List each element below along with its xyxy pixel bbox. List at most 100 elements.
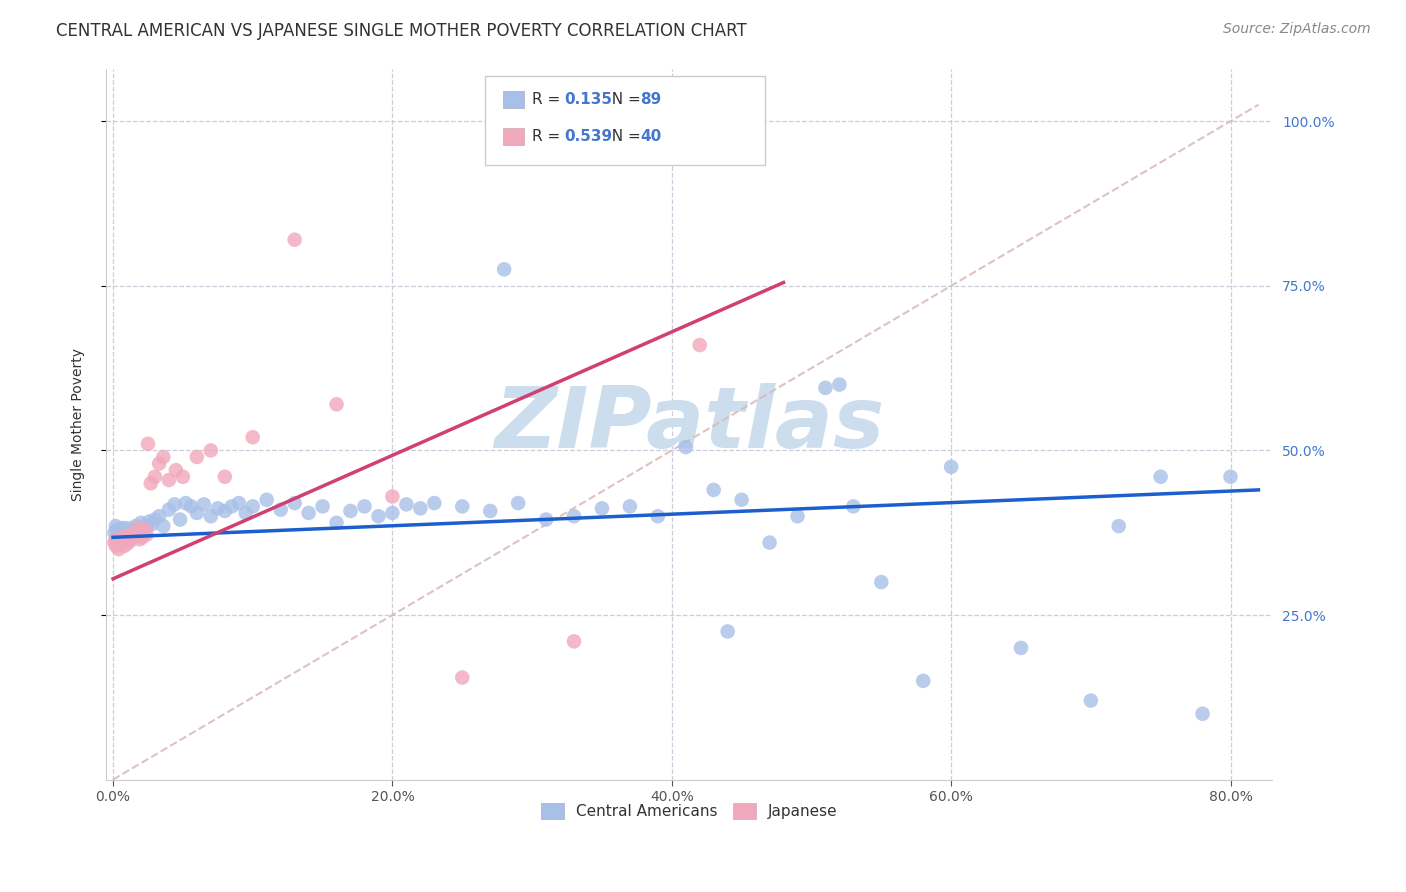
Text: N =: N =: [602, 129, 645, 145]
Point: [180, 500, 202, 514]
Point: [353, 500, 375, 514]
Point: [115, 521, 138, 535]
Point: [494, 262, 516, 277]
Point: [105, 523, 128, 537]
Point: [115, 527, 138, 541]
Point: [108, 537, 131, 551]
Text: CENTRAL AMERICAN VS JAPANESE SINGLE MOTHER POVERTY CORRELATION CHART: CENTRAL AMERICAN VS JAPANESE SINGLE MOTH…: [56, 22, 747, 40]
Point: [284, 496, 307, 510]
Text: R =: R =: [531, 92, 565, 107]
Point: [120, 530, 142, 544]
Point: [758, 535, 780, 549]
Point: [842, 500, 865, 514]
Text: 0.135: 0.135: [564, 92, 613, 107]
Point: [112, 529, 135, 543]
Point: [423, 496, 446, 510]
Text: 89: 89: [640, 92, 661, 107]
Point: [325, 397, 347, 411]
Point: [870, 575, 893, 590]
Point: [135, 527, 157, 541]
Point: [200, 509, 222, 524]
Point: [111, 530, 134, 544]
Point: [129, 527, 152, 541]
Point: [214, 469, 236, 483]
Point: [152, 519, 174, 533]
Point: [256, 492, 278, 507]
Point: [619, 500, 641, 514]
Point: [284, 233, 307, 247]
Point: [114, 533, 136, 547]
Point: [325, 516, 347, 530]
Point: [381, 506, 404, 520]
Point: [730, 492, 752, 507]
Legend: Central Americans, Japanese: Central Americans, Japanese: [534, 797, 844, 825]
Point: [125, 529, 148, 543]
Point: [103, 535, 125, 549]
Point: [122, 525, 145, 540]
Point: [107, 542, 129, 557]
Point: [104, 533, 127, 547]
Point: [112, 539, 135, 553]
Point: [104, 519, 127, 533]
Text: R =: R =: [531, 129, 565, 145]
Point: [104, 539, 127, 553]
Point: [1219, 469, 1241, 483]
Point: [409, 501, 432, 516]
Point: [143, 469, 166, 483]
Point: [110, 530, 132, 544]
Point: [172, 469, 194, 483]
Point: [1150, 469, 1173, 483]
Point: [108, 529, 131, 543]
Point: [193, 497, 215, 511]
Point: [591, 501, 613, 516]
Text: Source: ZipAtlas.com: Source: ZipAtlas.com: [1223, 22, 1371, 37]
Point: [157, 502, 180, 516]
Point: [647, 509, 669, 524]
Point: [270, 502, 292, 516]
Point: [118, 534, 141, 549]
Text: N =: N =: [602, 92, 645, 107]
Point: [118, 529, 141, 543]
Point: [508, 496, 530, 510]
Point: [297, 506, 319, 520]
Point: [112, 525, 135, 540]
Point: [135, 519, 157, 533]
Point: [367, 509, 389, 524]
Point: [939, 459, 962, 474]
Text: ZIPatlas: ZIPatlas: [494, 383, 884, 466]
Point: [228, 496, 250, 510]
Point: [451, 500, 474, 514]
Point: [235, 506, 257, 520]
Point: [828, 377, 851, 392]
Point: [108, 523, 131, 537]
Y-axis label: Single Mother Poverty: Single Mother Poverty: [72, 348, 86, 500]
Point: [1080, 693, 1102, 707]
Point: [207, 501, 229, 516]
Point: [717, 624, 740, 639]
Text: 40: 40: [640, 129, 661, 145]
Point: [242, 500, 264, 514]
Point: [152, 450, 174, 464]
Point: [117, 525, 139, 540]
FancyBboxPatch shape: [502, 91, 523, 108]
Point: [562, 509, 585, 524]
Point: [786, 509, 808, 524]
Point: [107, 533, 129, 547]
Point: [703, 483, 725, 497]
Point: [1108, 519, 1130, 533]
Text: 0.539: 0.539: [564, 129, 613, 145]
FancyBboxPatch shape: [485, 76, 765, 164]
Point: [129, 516, 152, 530]
Point: [165, 463, 187, 477]
Point: [141, 517, 163, 532]
Point: [121, 525, 143, 540]
Point: [451, 671, 474, 685]
Point: [221, 500, 243, 514]
Point: [186, 450, 208, 464]
Point: [689, 338, 711, 352]
Point: [125, 524, 148, 538]
Point: [110, 525, 132, 540]
Point: [174, 496, 197, 510]
Point: [311, 500, 333, 514]
Point: [111, 521, 134, 535]
